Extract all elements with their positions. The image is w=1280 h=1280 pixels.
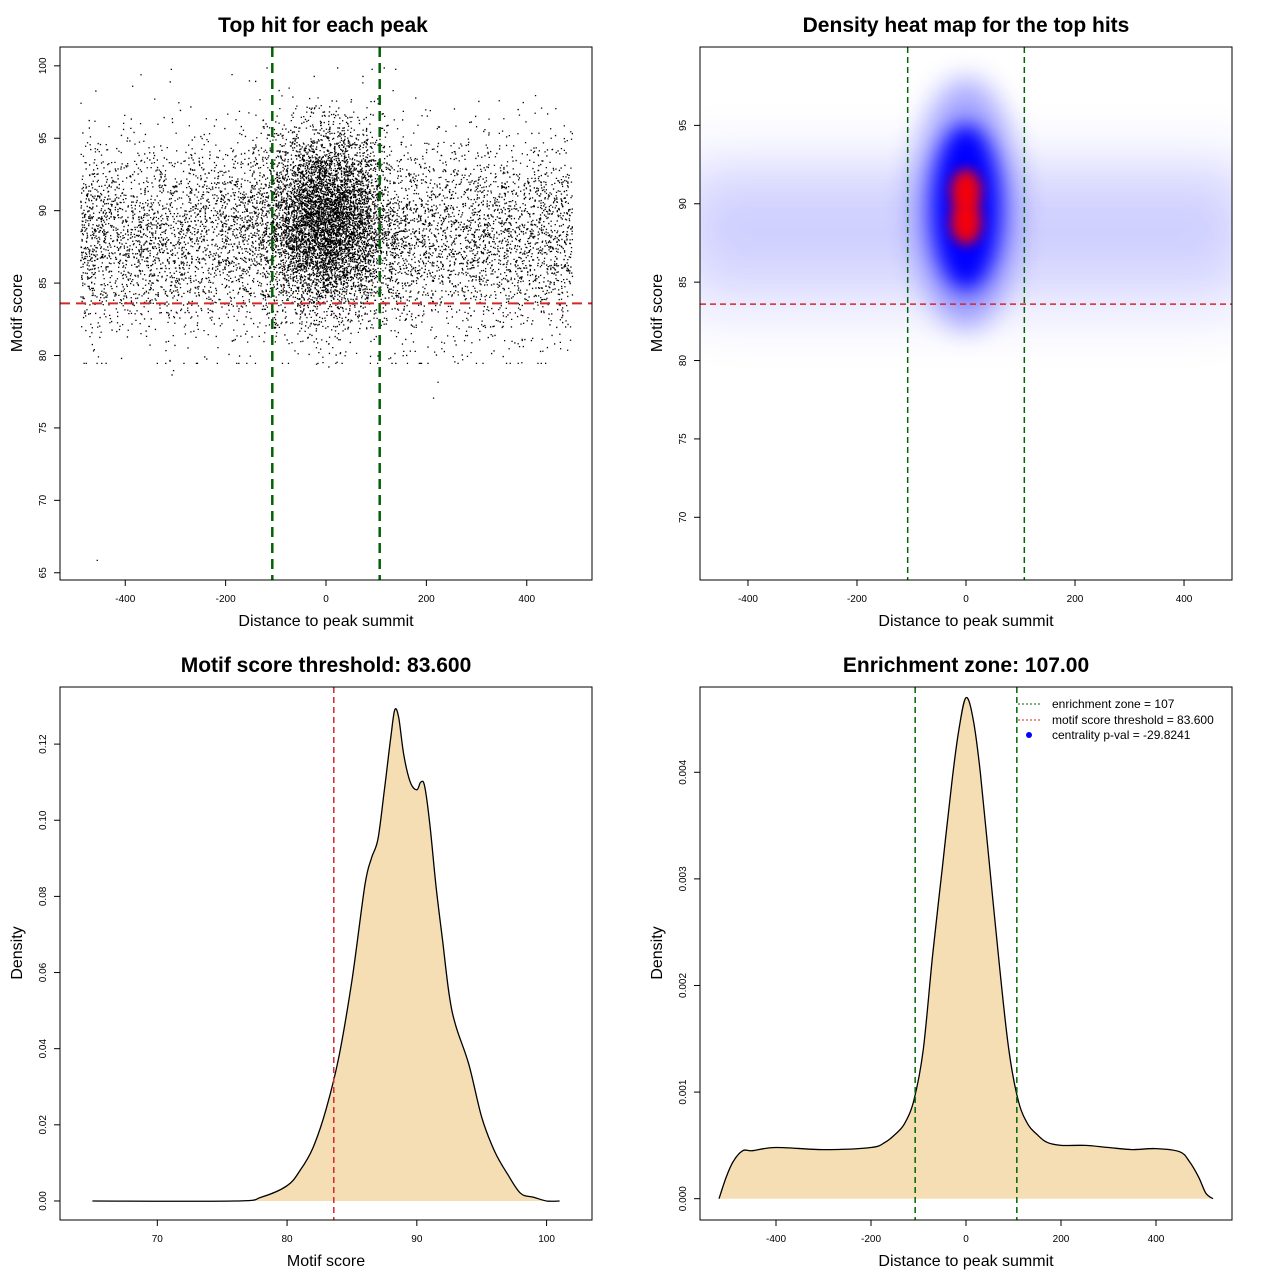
y-tick-label: 0.12 bbox=[38, 734, 49, 754]
y-axis-label: Motif score bbox=[9, 274, 26, 352]
reference-lines bbox=[914, 687, 1018, 1220]
y-tick-label: 85 bbox=[678, 276, 689, 288]
reference-lines bbox=[60, 47, 592, 580]
legend-key-blue-dot bbox=[1026, 732, 1032, 738]
x-axis: -400 -200 0 200 400 bbox=[115, 580, 536, 605]
x-tick-label: -400 bbox=[738, 594, 758, 605]
distance-density-panel: Enrichment zone: 107.00 -400 -200 0 200 400 … bbox=[649, 654, 1233, 1270]
x-tick-label: -400 bbox=[766, 1234, 786, 1245]
x-axis-label: Distance to peak summit bbox=[878, 613, 1054, 630]
y-axis: 70 75 80 85 90 95 bbox=[678, 119, 700, 523]
density-heatmap bbox=[700, 47, 1232, 580]
density-peak bbox=[950, 169, 982, 214]
x-tick-label: -200 bbox=[216, 594, 236, 605]
x-tick-label: 0 bbox=[963, 1234, 969, 1245]
x-tick-label: 70 bbox=[152, 1234, 164, 1245]
scatter-points bbox=[80, 67, 574, 562]
y-tick-label: 70 bbox=[678, 511, 689, 523]
x-tick-label: 80 bbox=[282, 1234, 294, 1245]
y-tick-label: 0.003 bbox=[678, 866, 689, 891]
density-curve bbox=[718, 696, 1214, 1200]
x-tick-label: 200 bbox=[1053, 1234, 1070, 1245]
reference-lines bbox=[700, 47, 1232, 580]
legend: enrichment zone = 107 motif score thresh… bbox=[1018, 697, 1214, 742]
x-tick-label: 90 bbox=[411, 1234, 423, 1245]
y-tick-label: 0.04 bbox=[38, 1039, 49, 1059]
x-tick-label: 400 bbox=[1176, 594, 1193, 605]
y-tick-label: 80 bbox=[38, 350, 49, 362]
y-axis: 0.00 0.02 0.04 0.06 0.08 0.10 0.12 bbox=[38, 734, 60, 1211]
y-tick-label: 0.10 bbox=[38, 810, 49, 830]
x-axis: 70 80 90 100 bbox=[152, 1220, 555, 1245]
density-curve bbox=[92, 707, 560, 1202]
y-tick-label: 0.002 bbox=[678, 973, 689, 998]
density-fill bbox=[719, 697, 1213, 1199]
scatter-panel: Top hit for each peak -400 -200 0 200 400 65… bbox=[9, 14, 593, 630]
scatter-points-path bbox=[80, 67, 574, 562]
chart-title: Motif score threshold: 83.600 bbox=[181, 654, 472, 677]
y-axis: 65 70 75 80 85 90 95 100 bbox=[38, 57, 60, 578]
x-axis-label: Distance to peak summit bbox=[238, 613, 414, 630]
y-tick-label: 95 bbox=[678, 119, 689, 131]
density-peak bbox=[950, 200, 982, 245]
y-tick-label: 75 bbox=[678, 433, 689, 445]
y-tick-label: 75 bbox=[38, 422, 49, 434]
chart-title: Top hit for each peak bbox=[218, 14, 428, 37]
plot-frame bbox=[59, 46, 593, 581]
y-axis: 0.000 0.001 0.002 0.003 0.004 bbox=[678, 759, 700, 1211]
legend-entry: motif score threshold = 83.600 bbox=[1052, 713, 1214, 727]
x-tick-label: 0 bbox=[323, 594, 329, 605]
heatmap-panel: Density heat map for the top hits -400 -2… bbox=[649, 14, 1233, 630]
density-area bbox=[718, 696, 1214, 1200]
y-tick-label: 0.00 bbox=[38, 1191, 49, 1211]
y-tick-label: 0.02 bbox=[38, 1115, 49, 1135]
y-tick-label: 100 bbox=[38, 57, 49, 74]
chart-title: Density heat map for the top hits bbox=[803, 14, 1130, 37]
x-tick-label: 100 bbox=[538, 1234, 555, 1245]
y-tick-label: 85 bbox=[38, 277, 49, 289]
y-tick-label: 70 bbox=[38, 494, 49, 506]
y-tick-label: 0.004 bbox=[678, 759, 689, 784]
x-axis: -400 -200 0 200 400 bbox=[738, 580, 1193, 605]
legend-entry: centrality p-val = -29.8241 bbox=[1052, 728, 1191, 742]
y-tick-label: 0.08 bbox=[38, 886, 49, 906]
y-tick-label: 0.06 bbox=[38, 962, 49, 982]
x-tick-label: 400 bbox=[1148, 1234, 1165, 1245]
y-tick-label: 95 bbox=[38, 132, 49, 144]
y-tick-label: 0.001 bbox=[678, 1079, 689, 1104]
legend-entry: enrichment zone = 107 bbox=[1052, 697, 1175, 711]
x-tick-label: -400 bbox=[115, 594, 135, 605]
x-tick-label: 200 bbox=[418, 594, 435, 605]
x-tick-label: -200 bbox=[847, 594, 867, 605]
plot-frame bbox=[59, 686, 593, 1221]
x-tick-label: 400 bbox=[518, 594, 535, 605]
density-fill bbox=[92, 708, 560, 1202]
x-axis-label: Distance to peak summit bbox=[878, 1253, 1054, 1270]
x-tick-label: -200 bbox=[861, 1234, 881, 1245]
density-area bbox=[92, 707, 560, 1202]
x-tick-label: 200 bbox=[1067, 594, 1084, 605]
y-tick-label: 90 bbox=[678, 198, 689, 210]
y-axis-label: Motif score bbox=[649, 274, 666, 352]
y-tick-label: 0.000 bbox=[678, 1186, 689, 1211]
y-tick-label: 80 bbox=[678, 355, 689, 367]
x-axis-label: Motif score bbox=[287, 1253, 365, 1270]
y-tick-label: 65 bbox=[38, 567, 49, 579]
x-tick-label: 0 bbox=[963, 594, 969, 605]
y-axis-label: Density bbox=[9, 926, 26, 979]
chart-title: Enrichment zone: 107.00 bbox=[843, 654, 1089, 677]
y-axis-label: Density bbox=[649, 926, 666, 979]
y-tick-label: 90 bbox=[38, 205, 49, 217]
score-density-panel: Motif score threshold: 83.600 70 80 90 100 … bbox=[9, 654, 593, 1270]
x-axis: -400 -200 0 200 400 bbox=[766, 1220, 1165, 1245]
